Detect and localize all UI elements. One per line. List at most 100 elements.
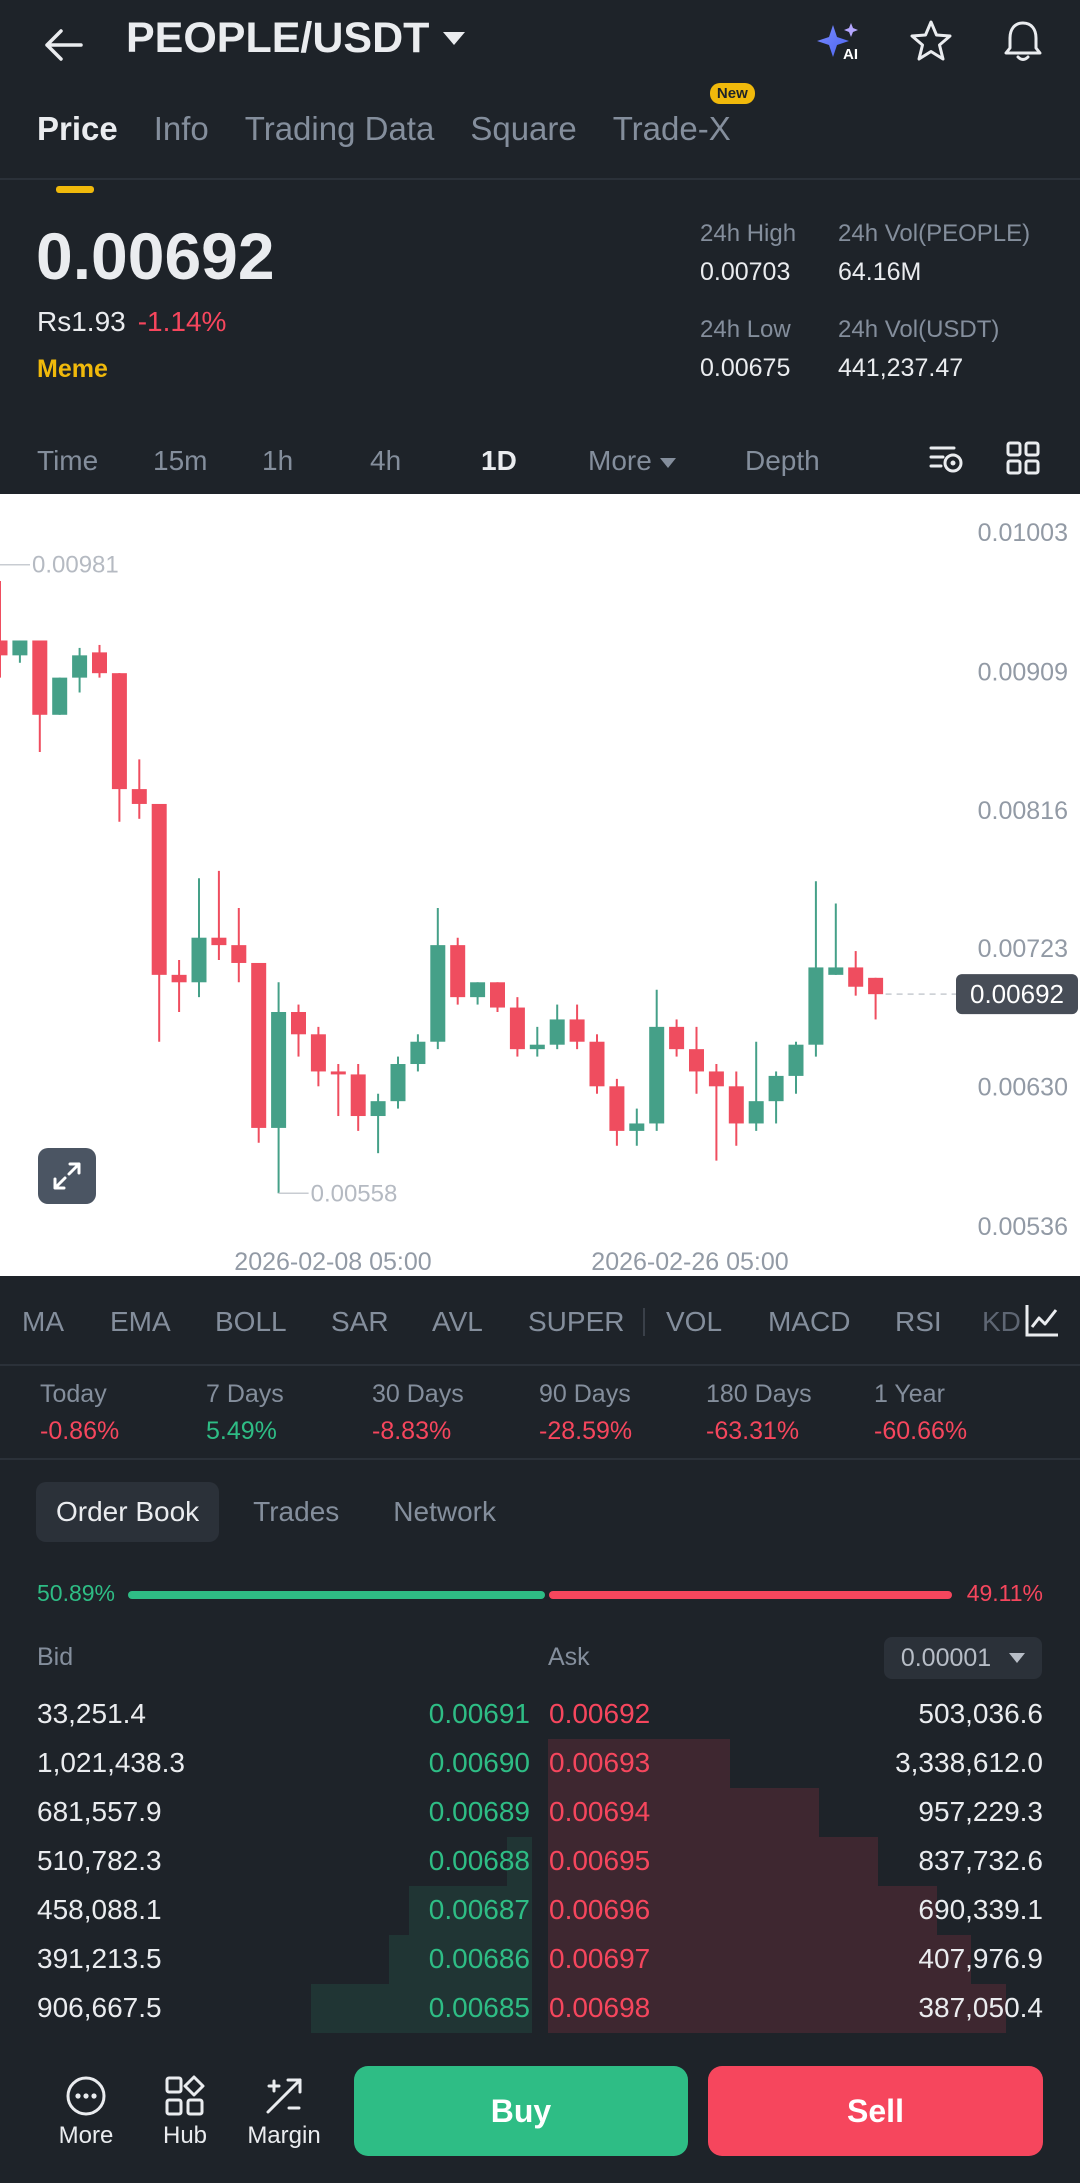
indicator-ma[interactable]: MA	[22, 1306, 64, 1337]
orderbook-row[interactable]: 458,088.1 0.00687 0.00696 690,339.1	[0, 1886, 1080, 1935]
perf-label: 90 Days	[539, 1380, 631, 1408]
indicator-rsi[interactable]: RSI	[895, 1306, 942, 1337]
current-price-label: 0.00692	[970, 979, 1064, 1009]
interval-more[interactable]: More	[588, 445, 676, 477]
buy-button[interactable]: Buy	[354, 2066, 688, 2156]
category-tag[interactable]: Meme	[37, 355, 108, 383]
candle-body	[291, 1012, 306, 1035]
last-price: 0.00692	[36, 219, 275, 293]
bid-quantity: 681,557.9	[37, 1796, 162, 1827]
bid-depth-bar	[389, 1935, 532, 1984]
indicator-chart-icon[interactable]	[1024, 1302, 1060, 1345]
ask-depth-bar	[548, 1984, 1006, 2033]
perf-180d: 180 Days -63.31%	[706, 1380, 812, 1446]
candle-body	[669, 1026, 685, 1050]
tab-trades[interactable]: Trades	[253, 1496, 340, 1527]
ask-depth-bar	[548, 1886, 937, 1935]
interval-time[interactable]: Time	[37, 445, 99, 476]
vol-quote-label: 24h Vol(USDT)	[838, 316, 1000, 343]
tab-info[interactable]: Info	[153, 110, 209, 147]
ask-price: 0.00698	[549, 1992, 651, 2023]
indicator-kd[interactable]: KD	[982, 1306, 1021, 1337]
candlestick-chart: 0.01003 0.00909 0.00816 0.00723 0.00630 0.005…	[0, 519, 1078, 1276]
indicator-macd[interactable]: MACD	[768, 1306, 851, 1337]
bottom-more[interactable]: More	[41, 2070, 131, 2150]
vol-base-value: 64.16M	[838, 258, 922, 286]
bid-price: 0.00690	[428, 1747, 530, 1778]
orderbook-row[interactable]: 510,782.3 0.00688 0.00695 837,732.6	[0, 1837, 1080, 1886]
orderbook-row[interactable]: 33,251.4 0.00691 0.00692 503,036.6	[0, 1690, 1080, 1739]
perf-1y: 1 Year -60.66%	[874, 1380, 967, 1446]
orderbook-row[interactable]: 681,557.9 0.00689 0.00694 957,229.3	[0, 1788, 1080, 1837]
bottom-hub[interactable]: Hub	[140, 2070, 230, 2150]
interval-1h[interactable]: 1h	[262, 445, 294, 476]
expand-icon[interactable]	[38, 1148, 96, 1204]
back-arrow-icon[interactable]	[36, 18, 90, 72]
perf-value: -8.83%	[372, 1417, 452, 1445]
indicator-divider	[643, 1308, 645, 1336]
ai-sparkle-icon[interactable]: AI	[814, 16, 864, 66]
header-actions: AI	[814, 16, 1048, 66]
tab-network[interactable]: Network	[393, 1496, 496, 1527]
bid-depth-bar	[409, 1886, 532, 1935]
tab-price[interactable]: Price	[37, 110, 118, 193]
chart-settings-icon[interactable]	[928, 440, 964, 483]
precision-value: 0.00001	[900, 1643, 992, 1672]
indicator-super[interactable]: SUPER	[528, 1306, 625, 1337]
ask-price: 0.00692	[549, 1698, 651, 1729]
precision-select[interactable]: 0.00001	[884, 1637, 1042, 1679]
orderbook-row[interactable]: 1,021,438.3 0.00690 0.00693 3,338,612.0	[0, 1739, 1080, 1788]
candle-body	[629, 1123, 645, 1131]
perf-label: 180 Days	[706, 1380, 812, 1408]
performance-row: Today -0.86% 7 Days 5.49% 30 Days -8.83%…	[0, 1380, 1080, 1460]
tab-order-book[interactable]: Order Book	[36, 1482, 220, 1542]
tab-trade-x-label: Trade-X	[612, 110, 731, 147]
bottom-hub-label: Hub	[162, 2122, 208, 2149]
tab-square[interactable]: Square	[470, 110, 577, 147]
bid-ratio-bar	[128, 1591, 546, 1599]
interval-4h[interactable]: 4h	[370, 445, 402, 476]
bid-price: 0.00691	[428, 1698, 530, 1729]
ask-price: 0.00697	[549, 1943, 651, 1974]
indicator-bar: MA EMA BOLL SAR AVL SUPER VOL MACD RSI K…	[0, 1278, 1080, 1366]
new-badge: New	[709, 83, 755, 104]
candle-body	[689, 1049, 704, 1072]
pair-selector[interactable]: PEOPLE/USDT	[126, 14, 466, 63]
y-axis-tick-label: 0.00536	[978, 1213, 1068, 1241]
ask-quantity: 387,050.4	[918, 1992, 1043, 2023]
interval-depth[interactable]: Depth	[745, 445, 820, 476]
star-icon[interactable]	[906, 16, 956, 66]
sell-button[interactable]: Sell	[708, 2066, 1043, 2156]
indicator-vol[interactable]: VOL	[666, 1306, 723, 1337]
perf-value: 5.49%	[206, 1417, 277, 1445]
indicator-sar[interactable]: SAR	[331, 1306, 389, 1337]
orderbook-row[interactable]: 906,667.5 0.00685 0.00698 387,050.4	[0, 1984, 1080, 2033]
candle-body	[788, 1044, 804, 1076]
indicator-ema[interactable]: EMA	[110, 1306, 171, 1337]
tab-trade-x[interactable]: Trade-X New	[612, 83, 755, 148]
header: PEOPLE/USDT AI Price Info Trading Data S…	[0, 0, 1080, 193]
bottom-margin[interactable]: Margin	[239, 2070, 329, 2150]
candle-body	[310, 1034, 326, 1072]
interval-15m[interactable]: 15m	[153, 445, 208, 476]
high-value: 0.00703	[700, 258, 791, 286]
bell-icon[interactable]	[998, 16, 1048, 66]
ask-ratio-bar	[549, 1591, 952, 1599]
indicator-boll[interactable]: BOLL	[215, 1306, 287, 1337]
bid-price: 0.00685	[428, 1992, 530, 2023]
perf-value: -60.66%	[874, 1417, 968, 1445]
ask-price: 0.00694	[549, 1796, 651, 1827]
price-chart[interactable]: 0.01003 0.00909 0.00816 0.00723 0.00630 0.005…	[0, 494, 1080, 1276]
ask-quantity: 957,229.3	[918, 1796, 1043, 1827]
low-value: 0.00675	[700, 354, 791, 382]
indicator-avl[interactable]: AVL	[432, 1306, 483, 1337]
ask-quantity: 3,338,612.0	[895, 1747, 1043, 1778]
margin-icon	[239, 2070, 329, 2122]
tab-trading-data[interactable]: Trading Data	[244, 110, 435, 147]
y-axis-tick-label: 0.00909	[978, 659, 1068, 687]
interval-1d[interactable]: 1D	[481, 445, 517, 476]
bid-depth-bar	[311, 1984, 532, 2033]
current-price-badge	[956, 974, 1078, 1015]
orderbook-row[interactable]: 391,213.5 0.00686 0.00697 407,976.9	[0, 1935, 1080, 1984]
grid-layout-icon[interactable]	[1005, 440, 1041, 483]
